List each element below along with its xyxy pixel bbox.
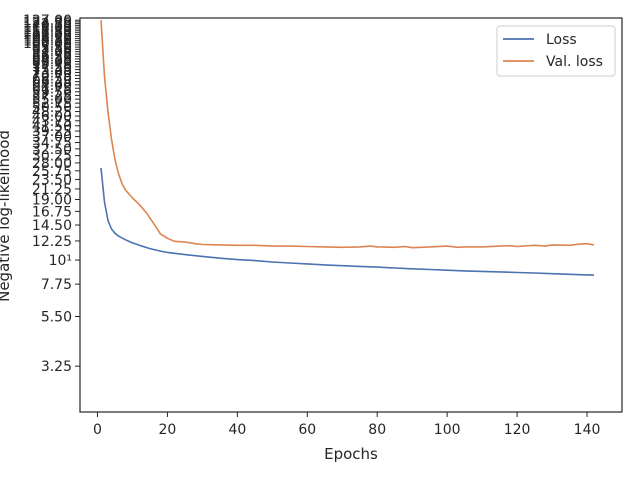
y-tick-label: 109.00 xyxy=(23,28,72,44)
y-axis: 3.25 5.50 7.75 10¹ 12.2514.5016.7519.0021.25… xyxy=(23,13,80,375)
y-tick-label: 111.25 xyxy=(23,26,72,42)
y-tick-label: 7.75 xyxy=(41,277,72,293)
y-tick-label: 61.75 xyxy=(32,81,72,97)
y-tick-label: 52.75 xyxy=(32,96,72,112)
y-tick-label: 122.50 xyxy=(23,17,72,33)
y-tick-label: 77.50 xyxy=(32,60,72,76)
y-tick-label: 88.75 xyxy=(32,47,72,63)
y-tick-label: 95.50 xyxy=(32,40,72,56)
y-tick-label: 97.75 xyxy=(32,38,72,54)
y-tick-label: 12.25 xyxy=(32,234,72,250)
y-tick-label: 115.75 xyxy=(23,22,72,38)
y-tick-label: 14.50 xyxy=(32,218,72,234)
x-tick-label: 60 xyxy=(298,422,316,438)
y-tick-label: 25.75 xyxy=(32,164,72,180)
y-tick-label: 79.75 xyxy=(32,57,72,73)
y-tick-label: 21.25 xyxy=(32,182,72,198)
y-tick-label: 86.50 xyxy=(32,49,72,65)
x-tick-label: 40 xyxy=(228,422,246,438)
y-tick-label: 66.25 xyxy=(32,75,72,91)
y-tick-label: 48.25 xyxy=(32,105,72,121)
y-tick-label: 64.00 xyxy=(32,78,72,94)
x-axis: 0 20 40 60 80 100 120 140 xyxy=(93,412,600,438)
y-tick-label: 46.00 xyxy=(32,109,72,125)
y-tick-label: 37.00 xyxy=(32,130,72,146)
series-line-val-loss xyxy=(100,20,595,249)
y-tick-label: 55.00 xyxy=(32,92,72,108)
y-tick-label: 102.25 xyxy=(23,34,72,50)
y-tick-label: 5.50 xyxy=(41,310,72,326)
y-tick-label: 73.00 xyxy=(32,65,72,81)
y-tick-label: 93.25 xyxy=(32,42,72,58)
legend: Loss Val. loss xyxy=(496,25,616,77)
legend-label: Val. loss xyxy=(546,54,603,70)
y-tick-label: 124.75 xyxy=(23,15,72,31)
y-tick-label: 28.00 xyxy=(32,156,72,172)
y-tick-label: 100.00 xyxy=(23,36,72,52)
y-axis-label: Negative log-likelihood xyxy=(0,130,13,302)
x-tick-label: 20 xyxy=(159,422,177,438)
x-tick-label: 100 xyxy=(434,422,461,438)
y-tick-label: 34.75 xyxy=(32,136,72,152)
y-tick-label: 3.25 xyxy=(41,359,72,375)
y-tick-label: 120.25 xyxy=(23,18,72,34)
y-tick-label: 118.00 xyxy=(23,20,72,36)
x-tick-label: 120 xyxy=(504,422,531,438)
y-tick-label: 50.50 xyxy=(32,100,72,116)
y-tick-label: 41.50 xyxy=(32,119,72,135)
y-tick-label: 70.75 xyxy=(32,68,72,84)
y-tick-label: 104.50 xyxy=(23,32,72,48)
y-tick-label: 59.50 xyxy=(32,85,72,101)
y-tick-label: 68.50 xyxy=(32,71,72,87)
x-tick-label: 0 xyxy=(93,422,102,438)
y-tick-label: 43.75 xyxy=(32,114,72,130)
y-tick-label: 75.25 xyxy=(32,63,72,79)
x-tick-label: 80 xyxy=(368,422,386,438)
y-tick-label: 106.75 xyxy=(23,30,72,46)
y-tick-label: 32.50 xyxy=(32,142,72,158)
y-tick-label: 57.25 xyxy=(32,88,72,104)
y-tick-label: 19.00 xyxy=(32,193,72,209)
y-tick-label: 39.25 xyxy=(32,124,72,140)
y-tick-label: 16.75 xyxy=(32,204,72,220)
y-tick-label: 91.00 xyxy=(32,45,72,61)
legend-label: Loss xyxy=(546,32,577,48)
x-axis-label: Epochs xyxy=(324,445,378,463)
y-tick-label: 10¹ xyxy=(49,253,72,269)
y-tick-label: 127.00 xyxy=(23,13,72,29)
y-tick-label: 82.00 xyxy=(32,54,72,70)
series-line-loss xyxy=(100,168,595,276)
y-tick-label: 30.25 xyxy=(32,149,72,165)
y-tick-label: 113.50 xyxy=(23,24,72,40)
y-tick-label: 84.25 xyxy=(32,52,72,68)
y-tick-label: 23.50 xyxy=(32,172,72,188)
plot-lines xyxy=(100,20,595,276)
x-tick-label: 140 xyxy=(574,422,601,438)
plot-frame xyxy=(79,17,623,413)
